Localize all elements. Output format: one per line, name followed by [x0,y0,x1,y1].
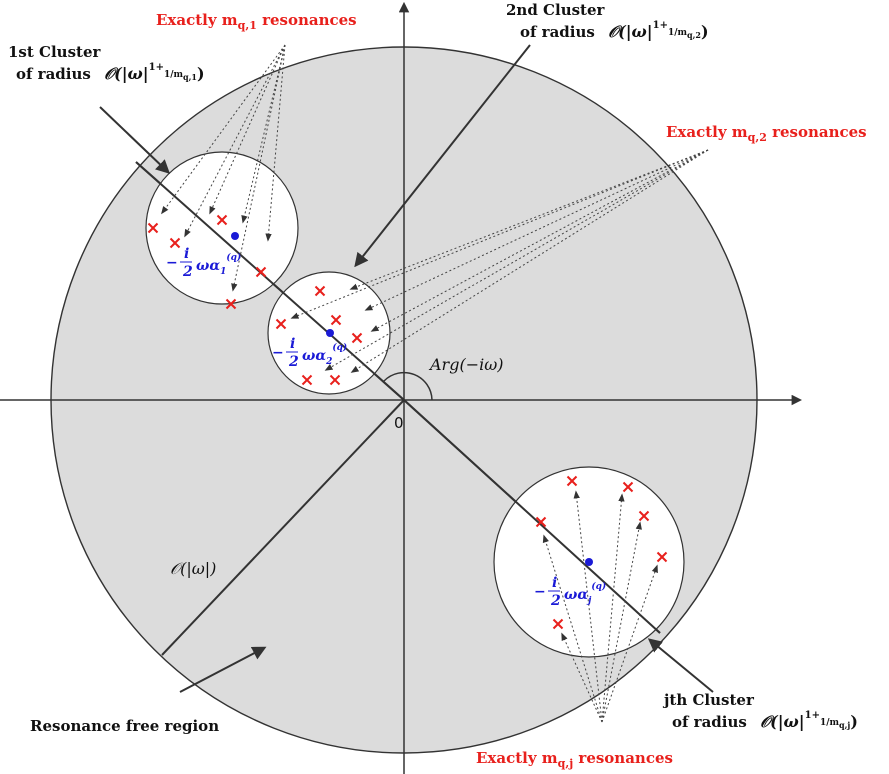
cluster-2-title: 2nd Cluster [506,1,606,19]
big-o-label: 𝒪(|ω|) [170,559,216,578]
resonance-cross-8 [275,318,287,330]
arg-label: Arg(−iω) [428,355,504,374]
resonance-cross-11 [329,374,341,386]
svg-text:i: i [184,246,189,262]
center-formula-j: − i 2 ωαj(q) [534,575,606,609]
svg-text:ωα1(q): ωα1(q) [196,252,241,277]
resonance-cross-7 [330,314,342,326]
dotted-arrow-7 [349,149,709,290]
svg-text:2: 2 [182,264,193,280]
exactly-2-label: Exactly mq,2 resonances [666,123,867,144]
svg-text:ωα2(q): ωα2(q) [302,342,347,367]
svg-text:2: 2 [550,593,561,609]
resonance-cross-2 [147,222,159,234]
exactly-j-label: Exactly mq,j resonances [476,749,673,770]
dotted-arrow-3 [209,44,286,215]
dotted-arrow-10 [370,149,709,332]
dotted-arrow-17 [601,564,658,723]
svg-text:i: i [290,336,295,352]
resonance-cross-16 [656,551,668,563]
pointer-arrow-cluster-2 [354,44,531,268]
dotted-arrows [161,44,709,723]
dotted-arrow-1 [161,44,286,215]
dotted-arrow-4 [241,44,286,224]
center-formula-2: − i 2 ωα2(q) [272,336,347,370]
pointer-arrow-free-region [179,646,267,693]
dotted-arrow-15 [601,493,625,723]
exactly-1-label: Exactly mq,1 resonances [156,11,357,32]
dotted-arrow-5 [265,44,286,242]
origin-label: 0 [394,414,404,432]
cluster-j-radius: of radius 𝒪(|ω|1+1/mq,j) [672,710,858,731]
svg-text:−: − [534,584,546,600]
svg-text:−: − [166,255,178,271]
dotted-arrow-11 [324,149,709,371]
cluster-2-radius: of radius 𝒪(|ω|1+1/mq,2) [520,20,709,41]
cluster-1-title: 1st Cluster [8,43,101,61]
resonance-cross-4 [255,266,267,278]
dotted-arrow-9 [290,149,709,319]
cluster-1-disk [145,151,299,305]
cluster-j-center-dot [585,558,593,566]
cluster-1-radius: of radius 𝒪(|ω|1+1/mq,1) [16,62,205,83]
resonance-cross-6 [314,285,326,297]
resonance-free-label: Resonance free region [30,717,219,735]
svg-text:ωαj(q): ωαj(q) [564,581,606,606]
svg-text:−: − [272,345,284,361]
resonance-cross-1 [216,214,228,226]
resonance-cross-9 [351,332,363,344]
pointer-arrow-cluster-1 [99,106,171,174]
ray-over-clusters-1 [135,161,405,401]
cluster-2-center-dot [326,329,334,337]
resonance-markers [147,214,668,630]
svg-text:i: i [552,575,557,591]
resonance-cross-17 [552,618,564,630]
ray-over-cluster-j [403,399,661,634]
dotted-arrow-6 [231,44,286,292]
resonance-cross-5 [225,298,237,310]
resonance-cross-13 [566,475,578,487]
cluster-j-title: jth Cluster [662,691,755,709]
resonance-cross-14 [622,481,634,493]
arg-arc [383,371,433,401]
svg-text:2: 2 [288,354,299,370]
pointer-arrow-cluster-j [647,638,714,693]
center-formula-1: − i 2 ωα1(q) [166,246,241,280]
cluster-1-center-dot [231,232,239,240]
resonance-cross-3 [169,237,181,249]
resonance-cross-12 [535,516,547,528]
resonance-cross-15 [638,510,650,522]
resonance-cross-10 [301,374,313,386]
dotted-arrow-13 [542,534,603,723]
ray-lower-left [161,399,405,656]
